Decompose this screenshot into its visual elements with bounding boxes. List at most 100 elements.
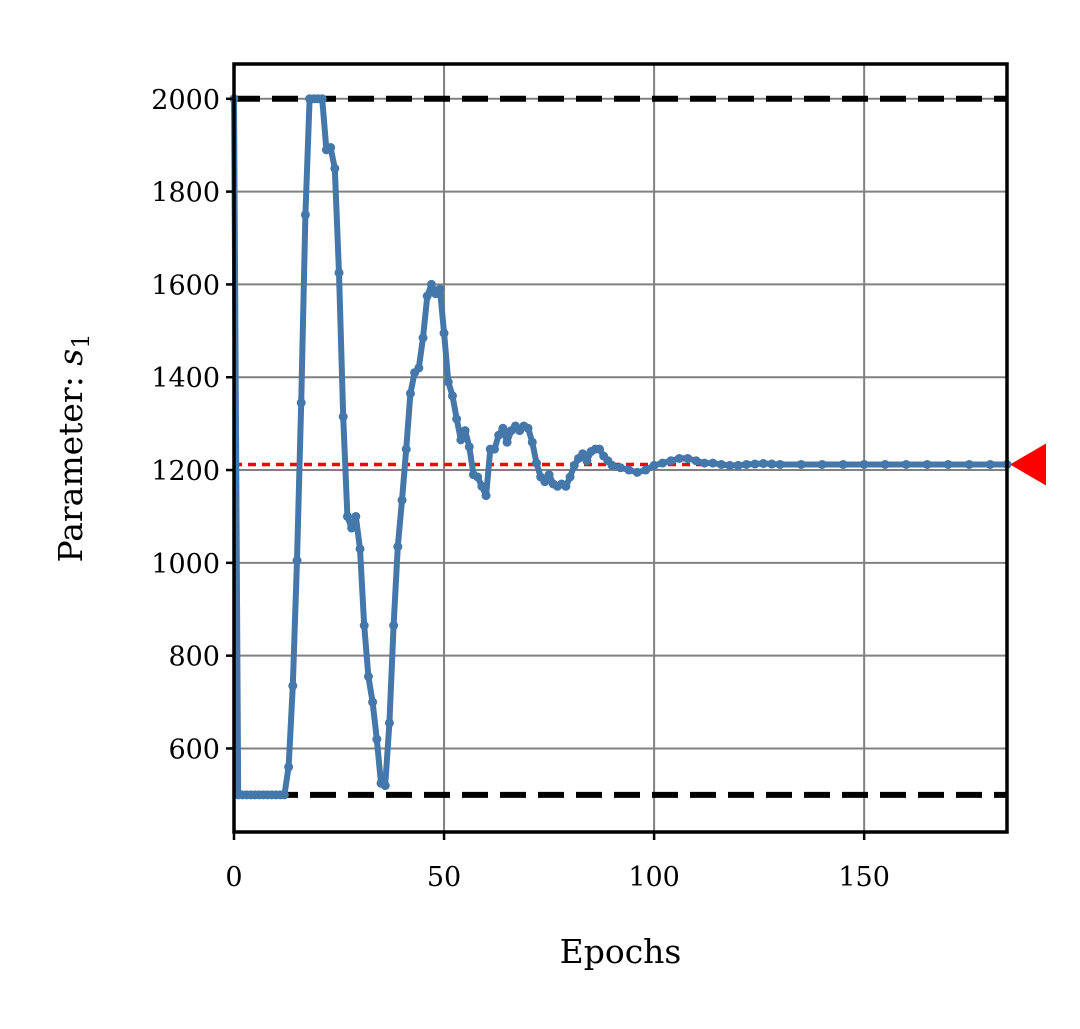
series-point xyxy=(649,460,659,470)
series-group xyxy=(229,94,1012,800)
series-point xyxy=(624,465,634,475)
series-point xyxy=(750,459,760,469)
series-point xyxy=(452,414,462,424)
series-point xyxy=(317,94,327,104)
series-point xyxy=(300,210,310,220)
series-point xyxy=(758,459,768,469)
series-point xyxy=(733,460,743,470)
series-point xyxy=(473,472,483,482)
series-point xyxy=(683,453,693,463)
series-point xyxy=(700,458,710,468)
y-tick-label: 1200 xyxy=(151,456,220,487)
series-point xyxy=(838,459,848,469)
series-point xyxy=(460,426,470,436)
series-point xyxy=(742,459,752,469)
series-point xyxy=(594,444,604,454)
y-axis-label-subscript: 1 xyxy=(67,333,95,348)
y-tick-label: 1000 xyxy=(151,549,220,580)
series-point xyxy=(422,291,432,301)
x-tick-label: 0 xyxy=(225,862,242,893)
y-axis-label-symbol: s xyxy=(51,349,90,366)
y-axis-label: Parameter: s1 xyxy=(51,333,95,562)
series-point xyxy=(347,523,357,533)
series-line xyxy=(231,95,1007,798)
series-point xyxy=(582,456,592,466)
series-point xyxy=(616,463,625,473)
y-tick-label: 2000 xyxy=(151,85,220,116)
series-point xyxy=(544,470,554,480)
series-point xyxy=(342,511,352,521)
x-tick-label: 150 xyxy=(838,862,890,893)
x-axis-label: Epochs xyxy=(560,932,682,971)
series-point xyxy=(569,460,579,470)
series-point xyxy=(330,163,340,173)
series-point xyxy=(859,459,869,469)
y-tick-label: 600 xyxy=(168,734,220,765)
series-point xyxy=(443,377,453,387)
series-point xyxy=(880,459,890,469)
series-point xyxy=(393,542,403,552)
series-point xyxy=(775,459,785,469)
series-point xyxy=(964,459,974,469)
y-axis-label-text: Parameter: xyxy=(51,366,90,563)
grid xyxy=(233,64,1007,832)
series-point xyxy=(363,672,373,682)
series-point xyxy=(767,459,777,469)
series-point xyxy=(456,435,466,445)
series-point xyxy=(401,444,411,454)
series-point xyxy=(464,442,474,452)
series-point xyxy=(397,495,407,505)
series-point xyxy=(708,458,718,468)
series-point xyxy=(418,333,428,343)
x-tick-label: 50 xyxy=(427,862,461,893)
series-point xyxy=(494,430,504,440)
series-point xyxy=(489,444,499,454)
series-point xyxy=(284,762,294,772)
series-point xyxy=(922,459,932,469)
series-point xyxy=(943,459,953,469)
series-point xyxy=(338,412,348,422)
series-point xyxy=(674,453,684,463)
series-point xyxy=(498,423,508,433)
x-tick-label: 100 xyxy=(628,862,680,893)
series-point xyxy=(641,465,651,475)
series-point xyxy=(523,423,533,433)
series-point xyxy=(439,328,449,338)
y-tick-label: 1800 xyxy=(151,178,220,209)
series-point xyxy=(658,458,668,468)
series-point xyxy=(477,481,487,491)
series-point xyxy=(481,491,491,501)
series-point xyxy=(565,472,575,482)
series-point xyxy=(435,284,445,294)
series-point xyxy=(561,481,571,491)
bound-lines xyxy=(234,95,1007,798)
series-point xyxy=(326,143,336,153)
series-point xyxy=(502,437,512,447)
series-point xyxy=(447,391,457,401)
series-point xyxy=(414,363,424,373)
series-point xyxy=(817,459,827,469)
series-point xyxy=(368,697,378,707)
series-point xyxy=(725,460,735,470)
series-point xyxy=(334,268,344,278)
plot-frame xyxy=(232,62,1009,834)
series-point xyxy=(359,620,369,630)
series-point xyxy=(985,459,995,469)
series-point xyxy=(666,456,676,466)
series-point xyxy=(578,449,588,459)
series-point xyxy=(384,718,394,728)
y-tick-label: 800 xyxy=(168,642,220,673)
series-point xyxy=(405,388,415,398)
series-point xyxy=(531,458,541,468)
series-point xyxy=(426,279,436,289)
y-tick-label: 1400 xyxy=(151,363,220,394)
series-point xyxy=(901,459,911,469)
axis-ticks: 0 50 100 150 600 800 1000 1200 1400 1600 1800 2000 xyxy=(151,85,890,893)
series-point xyxy=(796,459,806,469)
series-point xyxy=(607,460,617,470)
series-point xyxy=(716,459,726,469)
series-point xyxy=(691,456,701,466)
target-marker xyxy=(1010,443,1046,486)
series-point xyxy=(279,790,289,800)
